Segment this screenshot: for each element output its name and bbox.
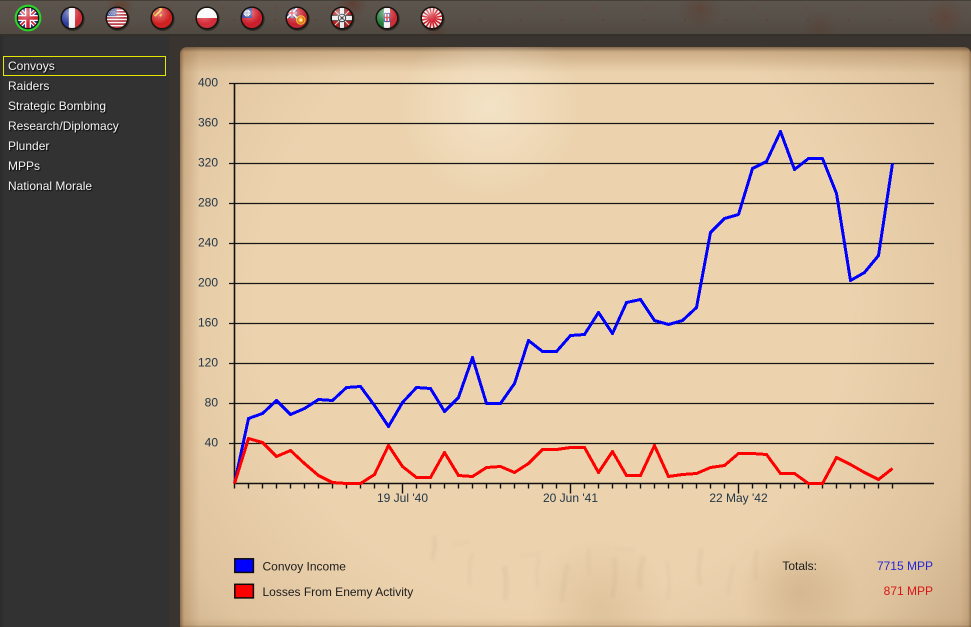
svg-text:160: 160 bbox=[198, 316, 218, 330]
svg-text:200: 200 bbox=[198, 276, 218, 290]
svg-text:19 Jul '40: 19 Jul '40 bbox=[377, 491, 428, 505]
svg-text:240: 240 bbox=[198, 236, 218, 250]
svg-text:320: 320 bbox=[198, 156, 218, 170]
svg-text:280: 280 bbox=[198, 196, 218, 210]
svg-text:871 MPP: 871 MPP bbox=[884, 584, 933, 598]
svg-text:80: 80 bbox=[205, 396, 219, 410]
svg-text:Totals:: Totals: bbox=[782, 559, 817, 573]
svg-text:40: 40 bbox=[205, 436, 219, 450]
svg-text:Losses From Enemy Activity: Losses From Enemy Activity bbox=[263, 585, 414, 599]
svg-text:22 May '42: 22 May '42 bbox=[709, 491, 768, 505]
svg-text:120: 120 bbox=[198, 356, 218, 370]
svg-text:400: 400 bbox=[198, 76, 218, 90]
svg-text:20 Jun '41: 20 Jun '41 bbox=[543, 491, 598, 505]
svg-text:360: 360 bbox=[198, 116, 218, 130]
svg-text:Convoy Income: Convoy Income bbox=[263, 560, 347, 574]
svg-text:7715 MPP: 7715 MPP bbox=[877, 559, 933, 573]
